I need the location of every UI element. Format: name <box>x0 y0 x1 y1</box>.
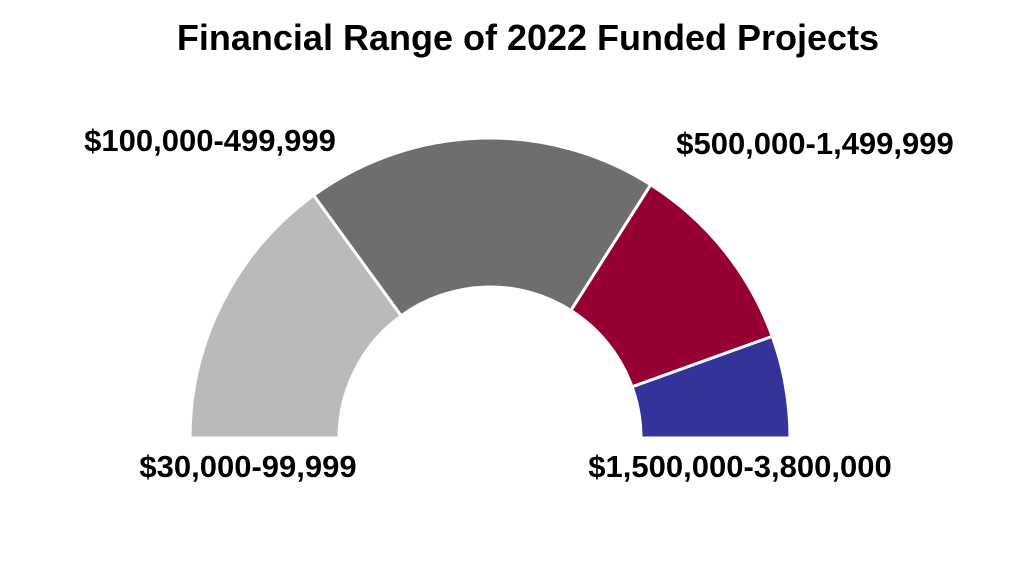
slices-group <box>188 136 792 440</box>
slice-label-3: $500,000-1,499,999 <box>676 126 954 161</box>
slice-label-1: $30,000-99,999 <box>139 449 356 484</box>
slice-label-4: $1,500,000-3,800,000 <box>588 449 891 484</box>
slice-labels-group: $30,000-99,999 $100,000-499,999 $500,000-1… <box>84 123 954 484</box>
slice-label-2: $100,000-499,999 <box>84 123 336 158</box>
slice-2 <box>312 136 653 318</box>
slice-4 <box>630 334 792 440</box>
chart-title: Financial Range of 2022 Funded Projects <box>177 17 879 58</box>
slice-1 <box>188 193 403 440</box>
